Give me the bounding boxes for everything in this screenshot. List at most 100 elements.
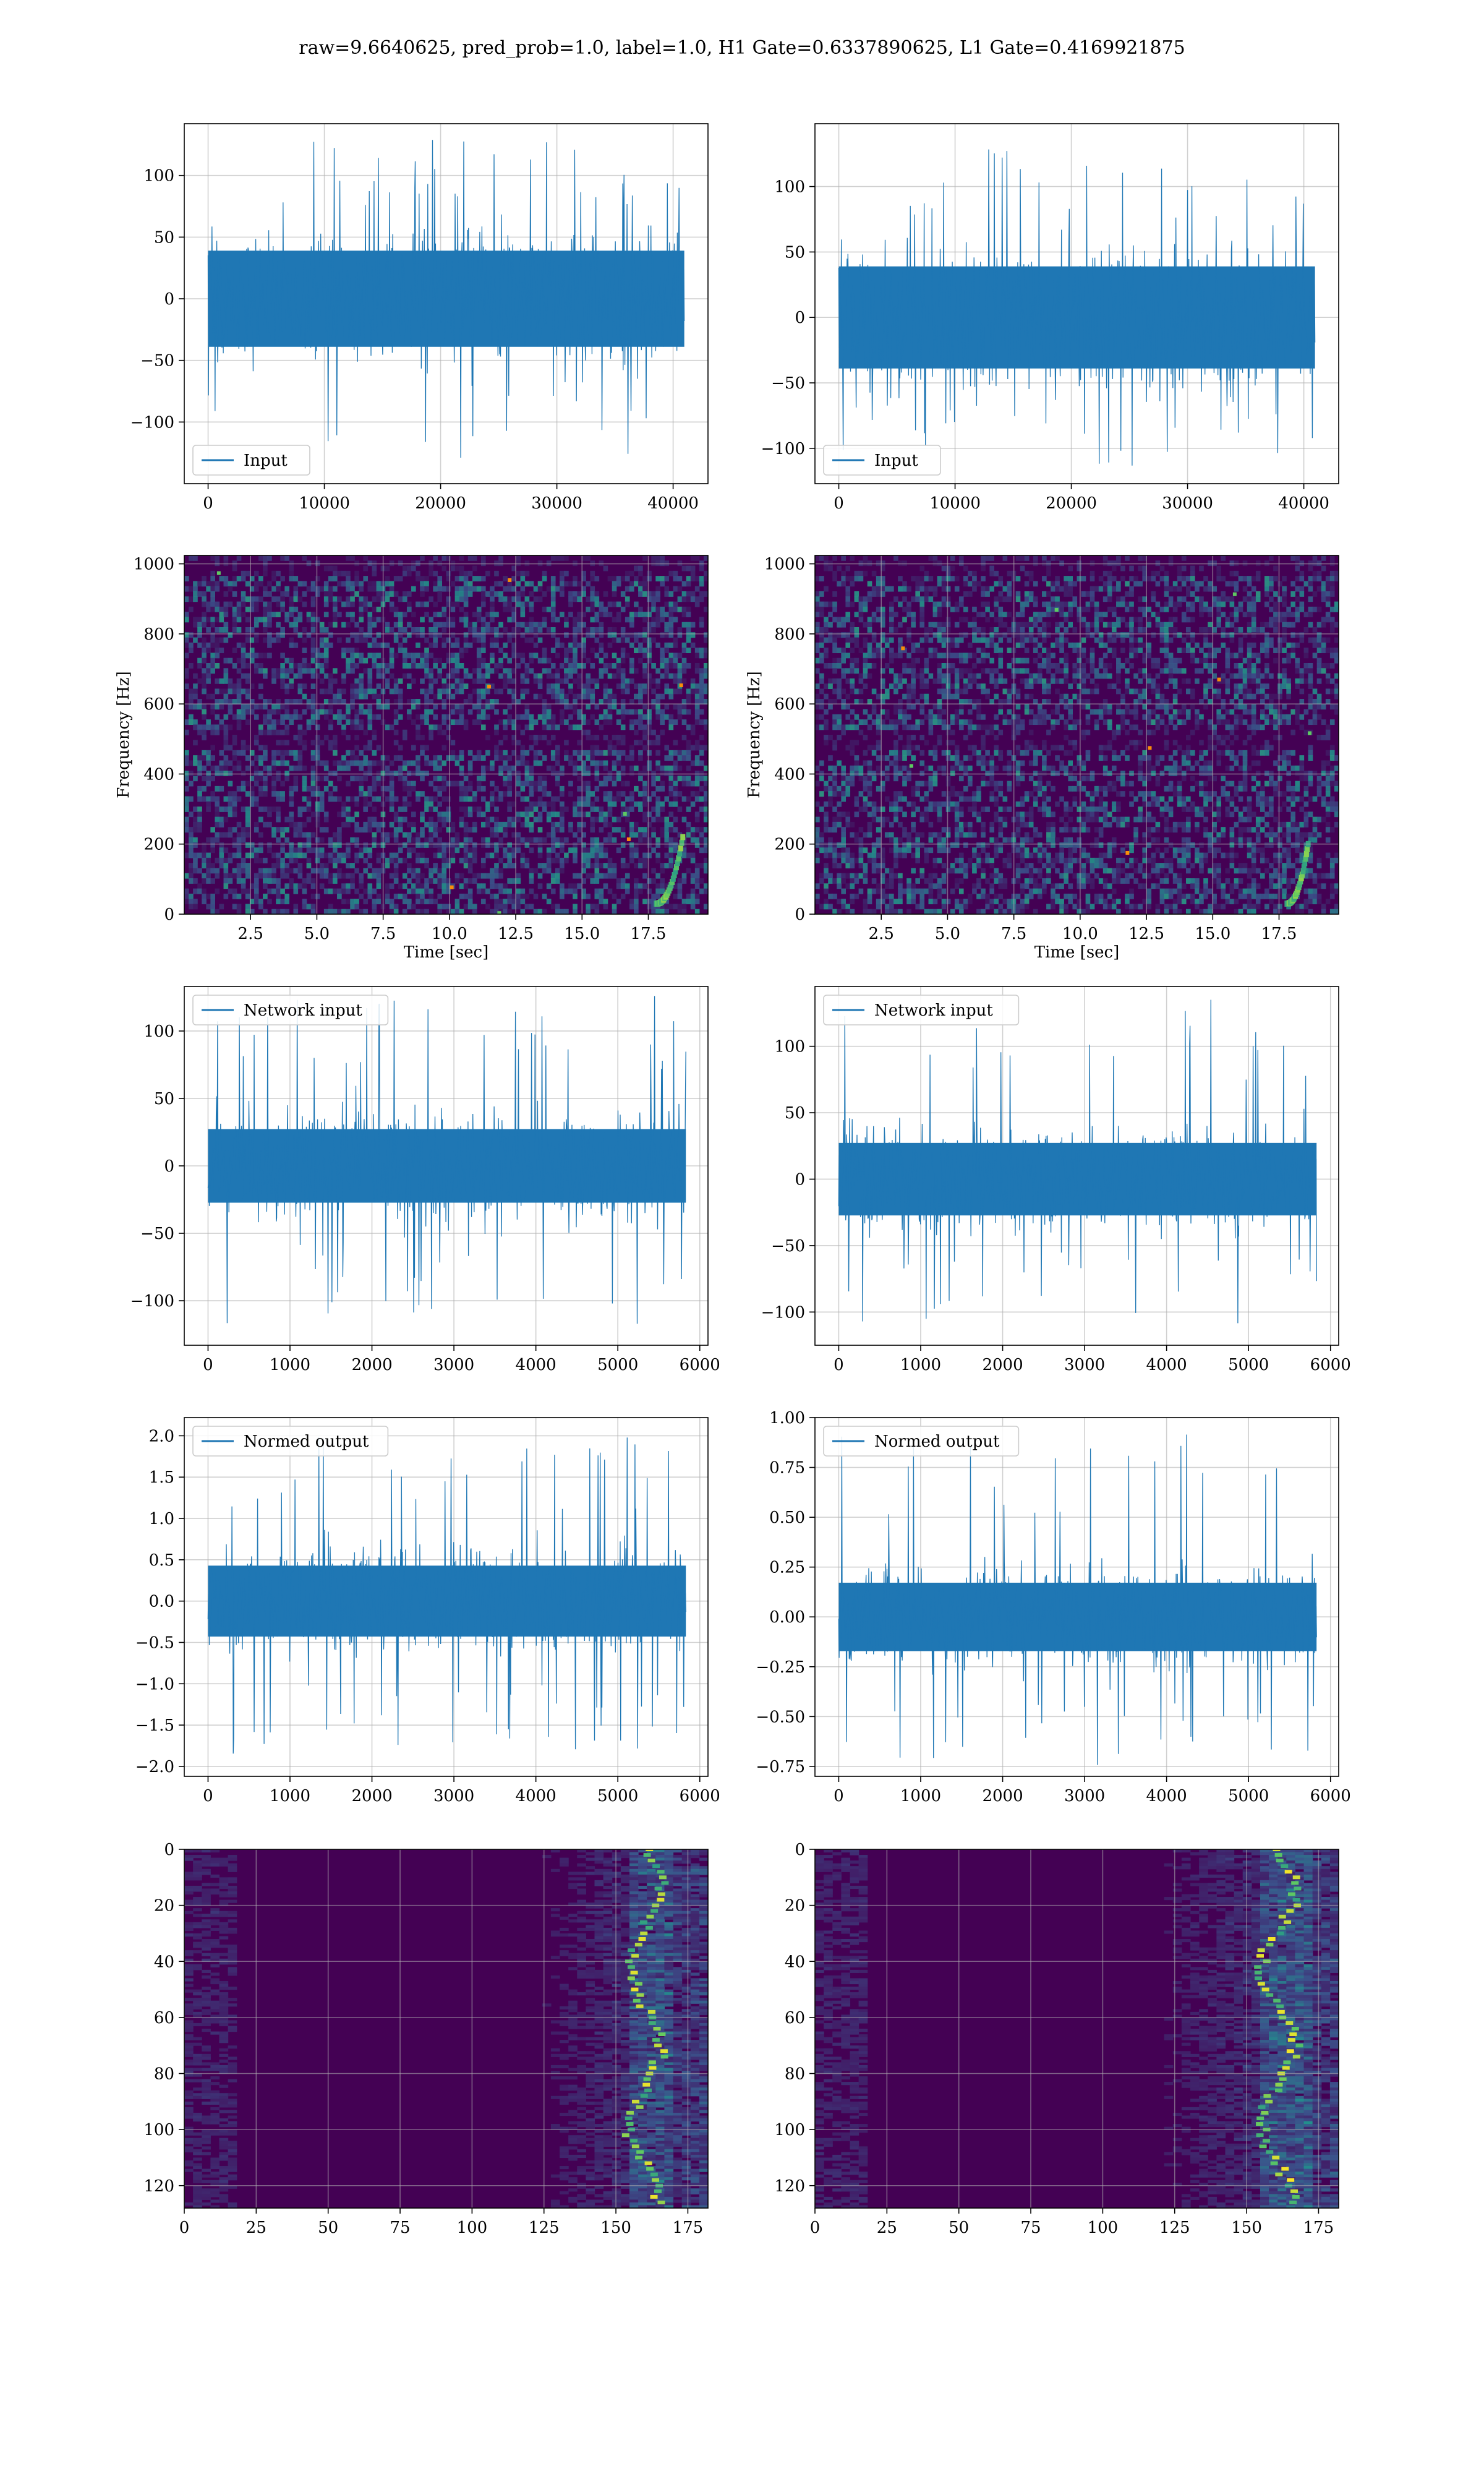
activation-hotspot <box>642 2082 650 2087</box>
y-tick-label: 100 <box>774 178 805 197</box>
y-tick-label: 80 <box>154 2065 174 2084</box>
activation-hotspot <box>649 2066 657 2070</box>
activation-hotspot <box>1256 2133 1264 2138</box>
y-tick-label: 100 <box>774 1038 805 1056</box>
x-tick-label: 17.5 <box>1261 925 1297 943</box>
y-tick-label: −50 <box>771 374 805 393</box>
activation-hotspot <box>643 1853 651 1857</box>
chirp-mark <box>1302 860 1308 867</box>
activation-hotspot <box>1274 1853 1282 1857</box>
chart-panel-l1-network-input: 0 1000 2000 3000 4000 5000 6000 −100 −50 0 50 100 Ne… <box>761 986 1351 1374</box>
activation-hotspot <box>1286 2049 1294 2053</box>
x-tick-label: 7.5 <box>370 925 396 943</box>
activation-hotspot <box>1266 1993 1274 1997</box>
chirp-mark <box>1300 868 1306 875</box>
y-tick-label: 100 <box>143 1022 174 1041</box>
hot-pixel <box>216 571 221 575</box>
x-tick-label: 100 <box>1088 2219 1119 2237</box>
activation-hotspot <box>1278 1914 1286 1919</box>
y-tick-label: 0.50 <box>769 1509 805 1527</box>
activation-hotspot <box>1275 2082 1283 2087</box>
chirp-mark <box>678 845 683 852</box>
y-tick-label: −100 <box>130 1292 174 1311</box>
activation-hotspot <box>648 2010 656 2014</box>
activation-hotspot <box>625 2117 633 2120</box>
axes-frame <box>814 555 1339 915</box>
axes-frame <box>184 555 709 915</box>
legend: Normed output <box>823 1426 1020 1457</box>
x-tick-label: 40000 <box>1278 494 1329 513</box>
activation-hotspot <box>1259 2144 1267 2149</box>
y-tick-label: −0.5 <box>135 1634 174 1653</box>
activation-hotspot <box>659 1875 667 1880</box>
x-tick-label: 1000 <box>900 1356 941 1374</box>
activation-hotspot <box>627 1948 635 1953</box>
x-tick-label: 6000 <box>1310 1787 1351 1805</box>
x-axis-label: Time [sec] <box>1034 943 1120 962</box>
hot-pixel <box>1217 677 1221 682</box>
activation-hotspot <box>1273 1998 1281 2003</box>
activation-hotspot <box>626 2122 634 2126</box>
hot-pixel <box>1232 592 1237 596</box>
activation-hotspot <box>1282 2066 1290 2070</box>
y-tick-label: 1.00 <box>769 1409 805 1427</box>
hot-pixel <box>1148 746 1152 750</box>
chart-panel-l1-spectrogram: 2.5 5.0 7.5 10.0 12.5 15.0 17.5 0 200 400 600 800 10… <box>745 555 1339 962</box>
activation-hotspot <box>1254 1971 1262 1975</box>
chirp-mark <box>670 879 675 886</box>
y-tick-label: 0.00 <box>769 1608 805 1627</box>
plot-area <box>815 555 1339 914</box>
series-line <box>838 149 1316 466</box>
activation-hotspot <box>1286 1909 1294 1913</box>
x-tick-label: 3000 <box>1064 1787 1105 1805</box>
legend-label: Input <box>874 452 918 470</box>
activation-hotspot <box>1289 2200 1297 2204</box>
x-tick-label: 2000 <box>982 1356 1023 1374</box>
activation-hotspot <box>1276 2004 1284 2008</box>
x-tick-label: 50 <box>318 2219 338 2237</box>
x-tick-label: 12.5 <box>1128 925 1164 943</box>
x-tick-label: 0 <box>203 1787 213 1805</box>
activation-hotspot <box>645 1925 653 1930</box>
x-tick-label: 2000 <box>351 1356 392 1374</box>
hot-pixel <box>1054 607 1059 612</box>
plot-area <box>815 124 1339 484</box>
y-axis-label: Frequency [Hz] <box>745 671 764 798</box>
activation-hotspot <box>1275 2172 1283 2177</box>
x-tick-label: 2000 <box>351 1787 392 1805</box>
activation-hotspot <box>627 1965 635 1969</box>
activation-hotspot <box>1262 2139 1270 2143</box>
legend: Input <box>823 445 941 476</box>
activation-hotspot <box>653 2027 661 2031</box>
activation-hotspot <box>650 2172 658 2177</box>
hot-pixel <box>487 685 492 689</box>
activation-hotspot <box>1290 2189 1298 2193</box>
grid-lines <box>184 987 708 1345</box>
activation-hotspot <box>652 2038 660 2042</box>
y-tick-label: 0 <box>795 1170 805 1189</box>
activation-hotspot <box>1292 2055 1300 2059</box>
chart-panel-h1-normed-output: 0 1000 2000 3000 4000 5000 6000 −2.0 −1.5 −1.0 −0.… <box>135 1417 720 1805</box>
activation-hotspot <box>658 2032 666 2037</box>
legend: Network input <box>192 995 389 1025</box>
legend-label: Network input <box>244 1001 362 1020</box>
activation-hotspot <box>657 1898 665 1902</box>
activation-hotspot <box>1261 1987 1269 1992</box>
heatmap-cells <box>815 1849 1339 2208</box>
activation-hotspot <box>657 1870 665 1874</box>
activation-hotspot <box>631 1987 639 1992</box>
x-tick-label: 5000 <box>597 1787 638 1805</box>
x-tick-label: 4000 <box>1146 1356 1187 1374</box>
activation-hotspot <box>636 2105 644 2109</box>
y-tick-label: 1000 <box>134 555 174 574</box>
activation-hotspot <box>1289 2032 1297 2037</box>
grid-lines <box>184 555 708 914</box>
y-tick-label: −100 <box>761 1303 805 1322</box>
hot-pixel <box>679 683 683 688</box>
activation-hotspot <box>1261 2110 1269 2115</box>
grid-lines <box>815 1849 1339 2208</box>
chirp-mark <box>1301 864 1307 871</box>
activation-hotspot <box>636 2004 644 2008</box>
chirp-mark <box>1298 875 1304 881</box>
